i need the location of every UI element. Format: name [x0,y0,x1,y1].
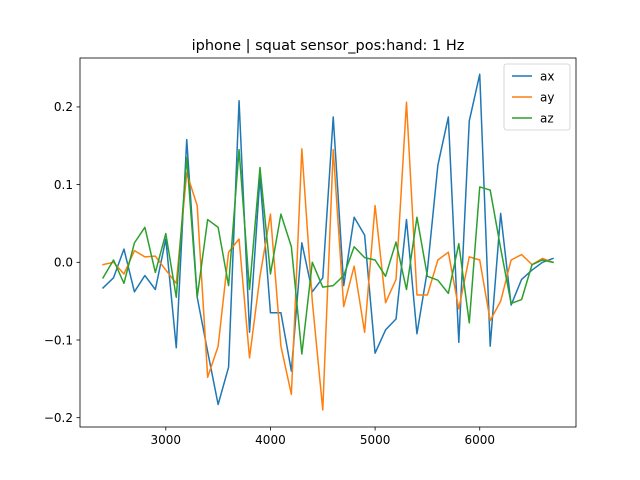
series-line-az [101,148,554,355]
legend-label-az: az [540,111,554,125]
y-tick-label: 0.2 [54,100,73,114]
series-line-ax [101,73,554,406]
x-tick-label: 3000 [151,433,182,447]
plot-frame [79,57,577,428]
y-axis: −0.2 −0.1 0.0 0.1 0.2 [44,100,80,425]
legend-box [503,63,571,131]
legend-label-ax: ax [540,69,554,83]
y-tick-label: −0.1 [44,333,73,347]
series-lines [101,73,554,411]
y-tick-label: 0.1 [54,178,73,192]
y-tick-label: −0.2 [44,411,73,425]
chart-title: iphone | squat sensor_pos:hand: 1 Hz [192,38,465,54]
x-tick-label: 4000 [255,433,286,447]
y-tick-label: 0.0 [54,256,73,270]
legend: ax ay az [503,63,571,131]
x-tick-label: 5000 [360,433,391,447]
x-axis: 3000 4000 5000 6000 [151,427,495,447]
plot-area [80,58,576,427]
legend-label-ay: ay [540,90,554,104]
x-tick-label: 6000 [464,433,495,447]
